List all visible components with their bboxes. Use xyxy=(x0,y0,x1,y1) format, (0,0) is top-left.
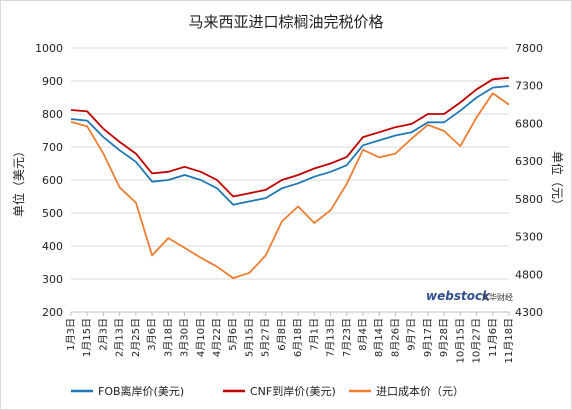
x-tick-label: 2月13日 xyxy=(114,318,126,357)
left-tick-label: 600 xyxy=(42,174,63,187)
legend-label-2: CNF到岸价(美元) xyxy=(250,385,336,398)
left-tick-label: 800 xyxy=(42,108,63,121)
x-tick-label: 1月15日 xyxy=(81,318,93,357)
right-tick-label: 6800 xyxy=(515,117,543,130)
x-tick-label: 7月1日 xyxy=(308,318,320,351)
left-tick-label: 500 xyxy=(42,207,63,220)
x-tick-label: 5月6日 xyxy=(227,318,239,351)
series-lines xyxy=(70,76,510,280)
left-tick-label: 300 xyxy=(42,273,63,286)
x-tick-label: 7月13日 xyxy=(325,318,337,357)
left-tick-label: 200 xyxy=(42,306,63,319)
left-tick-label: 1000 xyxy=(35,42,63,55)
right-axis-ticks: 4300 4800 5300 5800 6300 6800 7300 7800 xyxy=(515,42,543,319)
x-tick-label: 11月18日 xyxy=(503,318,515,363)
x-tick-label: 4月10日 xyxy=(195,318,207,357)
x-tick-label: 11月6日 xyxy=(487,318,499,357)
watermark-logo: webstock xyxy=(426,289,491,303)
legend: FOB离岸价(美元) CNF到岸价(美元) 进口成本价（元） xyxy=(71,384,464,398)
x-tick-label: 2月3日 xyxy=(97,318,109,351)
right-tick-label: 5300 xyxy=(515,231,543,244)
x-tick-label: 9月17日 xyxy=(422,318,434,357)
x-tick-label: 1月3日 xyxy=(65,318,77,351)
right-axis-label: 单位（元） xyxy=(550,151,565,211)
x-tick-label: 3月30日 xyxy=(179,318,191,357)
right-tick-label: 6300 xyxy=(515,155,543,168)
x-tick-label: 6月18日 xyxy=(292,318,304,357)
right-tick-label: 7300 xyxy=(515,80,543,93)
x-tick-label: 8月14日 xyxy=(373,318,385,357)
left-axis-ticks: 200 300 400 500 600 700 800 900 1000 xyxy=(35,42,63,319)
right-tick-label: 4800 xyxy=(515,268,543,281)
x-tick-label: 8月4日 xyxy=(357,318,369,351)
x-tick-label: 9月28日 xyxy=(438,318,450,357)
x-tick-label: 4月22日 xyxy=(211,318,223,357)
legend-label-3: 进口成本价（元） xyxy=(376,384,464,398)
grid-lines xyxy=(71,47,509,313)
right-tick-label: 5800 xyxy=(515,193,543,206)
x-tick-label: 5月15日 xyxy=(243,318,255,357)
x-axis-ticks: 1月3日 1月15日 2月3日 2月13日 2月25日 3月6日 3月18日 3月30日 4月1… xyxy=(65,312,515,363)
x-tick-label: 6月8日 xyxy=(276,318,288,351)
watermark: webstock 文华财经 xyxy=(426,289,513,303)
x-tick-label: 3月6日 xyxy=(146,318,158,351)
left-tick-label: 400 xyxy=(42,240,63,253)
series-line-3 xyxy=(70,92,510,280)
left-tick-label: 900 xyxy=(42,75,63,88)
x-tick-label: 2月25日 xyxy=(130,318,142,357)
x-tick-label: 10月27日 xyxy=(471,318,483,363)
series-line-2 xyxy=(70,76,510,198)
x-tick-label: 9月7日 xyxy=(406,318,418,351)
x-tick-label: 5月27日 xyxy=(260,318,272,357)
right-tick-label: 4300 xyxy=(515,306,543,319)
chart-title: 马来西亚进口棕榈油完税价格 xyxy=(188,13,383,31)
x-tick-label: 3月18日 xyxy=(162,318,174,357)
left-tick-label: 700 xyxy=(42,141,63,154)
left-axis-label: 单位（美元） xyxy=(11,145,26,217)
watermark-cn: 文华财经 xyxy=(481,292,513,302)
x-tick-label: 7月23日 xyxy=(341,318,353,357)
series-line-1 xyxy=(70,85,510,206)
legend-label-1: FOB离岸价(美元) xyxy=(98,384,184,398)
x-tick-label: 10月15日 xyxy=(454,318,466,363)
x-tick-label: 8月26日 xyxy=(389,318,401,357)
right-tick-label: 7800 xyxy=(515,42,543,55)
